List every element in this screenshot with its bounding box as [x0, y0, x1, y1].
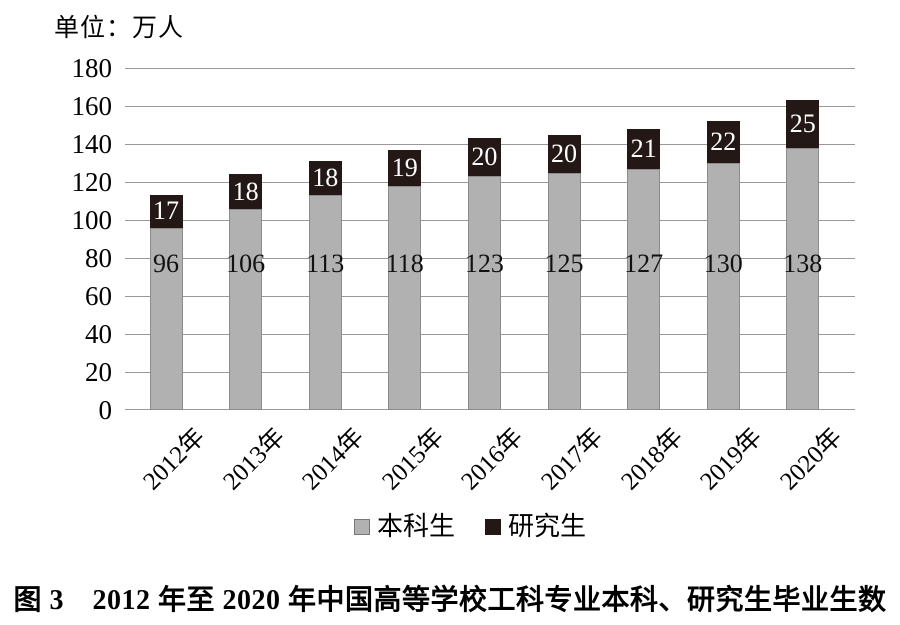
y-axis-tick-label: 60	[85, 281, 112, 311]
y-axis-tick-label: 0	[98, 395, 113, 425]
undergrad-bar-segment: 113	[306, 195, 344, 410]
grad-bar-segment: 21	[627, 128, 661, 169]
y-axis-tick-label: 80	[85, 243, 112, 273]
undergrad-bar-segment: 118	[386, 185, 424, 410]
y-axis-tick-label: 20	[85, 357, 112, 387]
undergrad-value-label: 106	[226, 249, 266, 278]
undergrad-value-label: 113	[306, 249, 345, 278]
undergrad-value-label: 138	[783, 249, 823, 278]
grad-value-label: 22	[710, 127, 737, 157]
x-axis-tick-label: 2012年	[138, 423, 211, 496]
grad-bar-segment: 20	[467, 138, 501, 177]
gridline	[125, 106, 855, 107]
x-axis-tick-label: 2019年	[695, 423, 768, 496]
gridline	[125, 68, 855, 69]
plot-area: 17 96 18 106 18 113 19 118 20 123 20 125 21 127 22 130 2…	[125, 68, 855, 410]
bar-2017年: 20 125	[545, 68, 584, 410]
undergrad-value-label: 130	[703, 249, 743, 278]
x-axis-tick-label: 2014年	[297, 423, 370, 496]
grad-value-label: 17	[153, 196, 179, 226]
figure-caption: 图 3 2012 年至 2020 年中国高等学校工科专业本科、研究生毕业生数	[13, 585, 887, 616]
y-axis-tick-label: 100	[71, 205, 113, 235]
y-axis: 0 20 40 60 80 100 120 140 160 180	[18, 54, 113, 424]
x-axis-tick-label: 2015年	[377, 423, 450, 496]
undergrad-value-label: 118	[385, 249, 424, 278]
undergrad-bar-segment: 125	[545, 172, 584, 410]
unit-label: 单位：万人	[54, 15, 185, 42]
undergrad-value-label: 127	[624, 249, 664, 278]
grad-bar-segment: 18	[308, 161, 342, 196]
undergrad-bar-segment: 127	[624, 168, 663, 410]
undergrad-bar-segment: 130	[704, 163, 743, 410]
legend: 本科生 研究生	[105, 514, 835, 540]
grad-bar-segment: 19	[388, 149, 422, 186]
legend-item-undergrad: 本科生	[353, 512, 455, 541]
bar-2013年: 18 106	[226, 68, 265, 410]
undergrad-value-label: 123	[464, 249, 504, 278]
y-axis-tick-label: 40	[85, 319, 112, 349]
grad-bar-segment: 18	[229, 174, 263, 209]
x-axis-tick-label: 2013年	[217, 423, 290, 496]
grad-value-label: 20	[471, 142, 498, 172]
grad-bar-segment: 20	[547, 134, 581, 173]
bar-2019年: 22 130	[704, 68, 743, 410]
legend-item-grad: 研究生	[485, 514, 586, 540]
undergrad-bar-segment: 96	[149, 227, 183, 410]
grad-bar-segment: 22	[706, 121, 740, 163]
grad-value-label: 18	[312, 163, 339, 193]
x-axis-tick-label: 2018年	[615, 423, 688, 496]
bar-2015年: 19 118	[386, 68, 424, 410]
legend-label: 本科生	[376, 512, 455, 541]
y-axis-tick-label: 160	[71, 91, 113, 121]
x-axis: 2012年 2013年 2014年 2015年 2016年 2017年 2018年 2019年…	[125, 410, 855, 525]
grad-value-label: 21	[630, 133, 657, 163]
y-axis-tick-label: 140	[71, 129, 113, 159]
grad-value-label: 20	[551, 138, 577, 168]
x-axis-tick-label: 2016年	[456, 423, 529, 496]
undergrad-value-label: 96	[153, 249, 179, 278]
x-axis-tick-label: 2020年	[775, 423, 848, 496]
grad-bar-segment: 17	[149, 195, 183, 228]
bar-2020年: 25 138	[783, 68, 822, 410]
undergrad-bar-segment: 123	[465, 176, 504, 410]
undergrad-bar-segment: 106	[226, 208, 265, 410]
grad-bar-segment: 25	[786, 100, 820, 148]
y-axis-tick-label: 180	[71, 53, 113, 83]
bar-2012年: 17 96	[149, 68, 183, 410]
bar-2016年: 20 123	[465, 68, 504, 410]
grad-value-label: 18	[232, 176, 259, 206]
grad-value-label: 19	[391, 152, 418, 182]
legend-swatch-icon	[485, 519, 501, 535]
legend-swatch-icon	[353, 519, 370, 535]
x-axis-tick-label: 2017年	[536, 423, 609, 496]
legend-label: 研究生	[508, 512, 587, 541]
undergrad-value-label: 125	[544, 249, 584, 278]
undergrad-bar-segment: 138	[783, 147, 822, 410]
bar-2014年: 18 113	[306, 68, 344, 410]
y-axis-tick-label: 120	[71, 167, 113, 197]
bar-2018年: 21 127	[624, 68, 663, 410]
grad-value-label: 25	[789, 109, 816, 139]
